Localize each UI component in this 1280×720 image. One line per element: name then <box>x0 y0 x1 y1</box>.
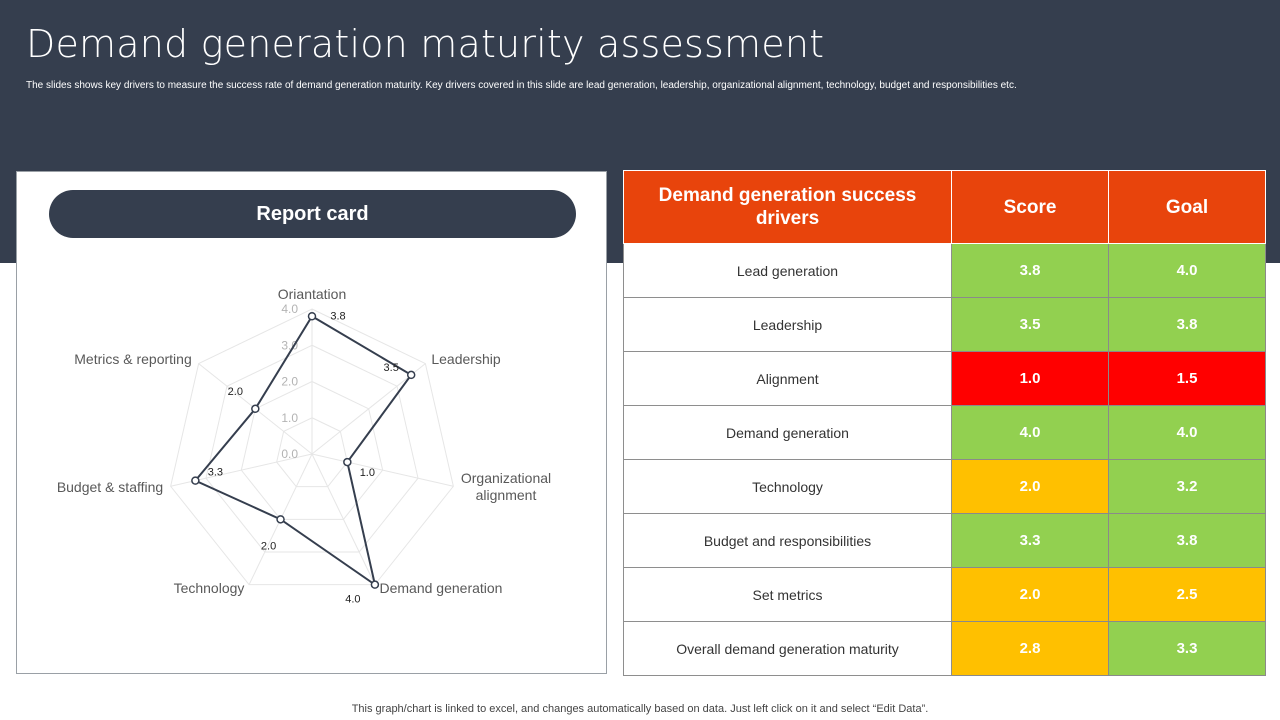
drivers-table: Demand generation success drivers Score … <box>623 170 1266 676</box>
score-cell: 3.8 <box>951 243 1109 298</box>
axis-label: Demand generation <box>380 580 503 596</box>
score-cell: 4.0 <box>951 405 1109 460</box>
grid-ring <box>240 380 384 520</box>
score-cell: 3.3 <box>951 513 1109 568</box>
goal-cell: 3.3 <box>1108 621 1266 676</box>
header-drivers: Demand generation success drivers <box>623 170 952 244</box>
grid-ring <box>276 417 348 488</box>
grid-ring <box>205 344 419 553</box>
grid-spoke <box>311 453 376 585</box>
data-label: 2.0 <box>228 386 243 398</box>
table-row: Budget and responsibilities 3.3 3.8 <box>623 513 1266 568</box>
header-goal: Goal <box>1108 170 1266 244</box>
data-point <box>343 457 352 467</box>
data-point <box>251 404 260 414</box>
score-cell: 3.5 <box>951 297 1109 352</box>
header-score: Score <box>951 170 1109 244</box>
radial-tick-label: 2.0 <box>281 375 298 389</box>
table-row: Demand generation 4.0 4.0 <box>623 405 1266 460</box>
table-row: Technology 2.0 3.2 <box>623 459 1266 514</box>
data-label: 3.5 <box>384 362 399 374</box>
data-point <box>406 370 416 380</box>
table-row: Alignment 1.0 1.5 <box>623 351 1266 406</box>
goal-cell: 4.0 <box>1108 243 1266 298</box>
data-point <box>370 580 380 589</box>
axis-label: Organizational alignment <box>461 470 551 503</box>
data-label: 3.8 <box>330 310 345 322</box>
axis-label: Metrics & reporting <box>74 351 191 367</box>
data-label: 2.0 <box>261 540 276 552</box>
data-point <box>276 515 285 524</box>
driver-cell: Leadership <box>623 297 952 352</box>
goal-cell: 3.8 <box>1108 297 1266 352</box>
driver-cell: Overall demand generation maturity <box>623 621 952 676</box>
table-row: Overall demand generation maturity 2.8 3.3 <box>623 621 1266 676</box>
goal-cell: 2.5 <box>1108 567 1266 622</box>
data-label: 3.3 <box>208 467 223 479</box>
goal-cell: 3.8 <box>1108 513 1266 568</box>
table-row: Set metrics 2.0 2.5 <box>623 567 1266 622</box>
goal-cell: 3.2 <box>1108 459 1266 514</box>
report-card-panel: Report card 0.0 1.0 2.0 3.0 4.0 3.8 3.5 1.0 4.0 2… <box>16 171 607 674</box>
data-label: 4.0 <box>345 594 360 606</box>
score-cell: 2.0 <box>951 567 1109 622</box>
grid-spoke <box>311 363 426 455</box>
radial-tick-label: 4.0 <box>281 302 298 316</box>
series-line <box>193 314 413 587</box>
driver-cell: Set metrics <box>623 567 952 622</box>
axis-label: Leadership <box>431 351 500 367</box>
goal-cell: 1.5 <box>1108 351 1266 406</box>
table-header-row: Demand generation success drivers Score … <box>623 170 1266 244</box>
axis-label: Budget & staffing <box>57 479 163 495</box>
driver-cell: Budget and responsibilities <box>623 513 952 568</box>
data-point <box>191 476 200 485</box>
report-card-title: Report card <box>49 190 576 238</box>
data-label: 1.0 <box>360 467 375 479</box>
score-cell: 2.0 <box>951 459 1109 514</box>
grid-ring <box>170 308 454 586</box>
radial-tick-label: 1.0 <box>281 411 298 425</box>
score-cell: 1.0 <box>951 351 1109 406</box>
page-subtitle: The slides shows key drivers to measure … <box>26 80 1017 91</box>
axis-label: Oriantation <box>278 286 346 302</box>
table-row: Lead generation 3.8 4.0 <box>623 243 1266 298</box>
grid-spoke <box>311 453 454 487</box>
driver-cell: Technology <box>623 459 952 514</box>
axis-label: Technology <box>174 580 245 596</box>
goal-cell: 4.0 <box>1108 405 1266 460</box>
driver-cell: Demand generation <box>623 405 952 460</box>
table-row: Leadership 3.5 3.8 <box>623 297 1266 352</box>
radar-chart[interactable]: 0.0 1.0 2.0 3.0 4.0 3.8 3.5 1.0 4.0 2.0 3.3 2.0 Oria… <box>17 172 608 675</box>
score-cell: 2.8 <box>951 621 1109 676</box>
table-body: Lead generation 3.8 4.0 Leadership 3.5 3.8 Ali… <box>623 243 1266 676</box>
driver-cell: Lead generation <box>623 243 952 298</box>
driver-cell: Alignment <box>623 351 952 406</box>
radial-tick-label: 3.0 <box>281 338 298 352</box>
data-point <box>307 312 317 321</box>
page-title: Demand generation maturity assessment <box>26 22 825 66</box>
radial-tick-label: 0.0 <box>281 447 298 461</box>
footer-note: This graph/chart is linked to excel, and… <box>351 703 929 715</box>
